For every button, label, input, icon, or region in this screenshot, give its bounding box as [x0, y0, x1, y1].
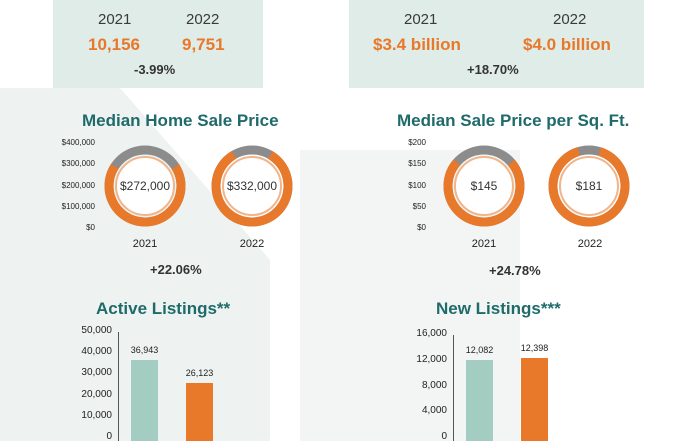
ring-0-0-center	[115, 156, 175, 216]
bar-value-label: 12,398	[520, 343, 549, 354]
new-listings-title: New Listings***	[436, 299, 561, 318]
sqft-price-title: Median Sale Price per Sq. Ft.	[397, 111, 630, 130]
median-price-tick-label: $0	[86, 223, 95, 232]
volume-change: +18.70%	[467, 62, 519, 77]
volume-value-2021: $3.4 billion	[373, 35, 461, 54]
median-price-tick-label: $100,000	[61, 201, 95, 211]
sales-volume-panel	[349, 0, 644, 88]
sqft-price-tick-label: $200	[408, 138, 426, 147]
sqft-price-tick-label: $0	[417, 223, 426, 232]
sqft-ring-label-2021: $145	[470, 179, 498, 193]
ring-year-2022: 2022	[239, 238, 265, 250]
ring-1-1-center	[559, 156, 619, 216]
y-axis-line	[453, 335, 454, 441]
bar-axis-tick-label: 4,000	[421, 405, 447, 417]
bar-axis-tick-label: 10,000	[81, 409, 112, 421]
sqft-price-change: +24.78%	[489, 263, 541, 278]
bar-axis-tick-label: 12,000	[416, 353, 447, 365]
bar-axis-tick-label: 20,000	[81, 388, 112, 400]
home-sales-value-2021: 10,156	[88, 35, 140, 54]
volume-value-2022: $4.0 billion	[523, 35, 611, 54]
ring-0-0-arc	[104, 145, 186, 227]
ring-1-0-arc	[443, 145, 525, 227]
sqft-ring-year-2022: 2022	[577, 238, 603, 250]
ring-year-2021: 2021	[132, 238, 158, 250]
sqft-ring-year-2021: 2021	[471, 238, 497, 250]
bar-axis-tick-label: 0	[441, 431, 447, 442]
sqft-price-tick-label: $50	[412, 201, 426, 211]
home-sales-panel	[53, 0, 263, 88]
sqft-ring-label-2022: $181	[575, 179, 603, 193]
bar-axis-tick-label: 40,000	[81, 346, 112, 358]
bar-axis-tick-label: 50,000	[81, 325, 112, 336]
bar-value-label: 36,943	[130, 344, 159, 355]
bar-0	[131, 359, 158, 441]
volume-year-2022: 2022	[553, 11, 587, 28]
median-price-title: Median Home Sale Price	[82, 111, 279, 130]
bar-axis-tick-label: 0	[106, 431, 112, 442]
home-sales-year-2022: 2022	[186, 11, 220, 28]
median-price-tick-label: $300,000	[61, 159, 95, 169]
bar-value-label: 26,123	[185, 367, 214, 378]
home-sales-year-2021: 2021	[98, 11, 132, 28]
ring-label-2022: $332,000	[226, 179, 278, 193]
active-listings-title: Active Listings**	[96, 299, 231, 318]
bar-value-label: 12,082	[465, 345, 494, 356]
sqft-price-tick-label: $100	[408, 180, 426, 190]
volume-year-2021: 2021	[404, 11, 438, 28]
sqft-price-tick-label: $150	[408, 159, 426, 169]
median-price-tick-label: $400,000	[61, 138, 95, 147]
y-axis-line	[118, 332, 119, 441]
ring-1-0-center	[454, 156, 514, 216]
ring-0-1-center	[222, 156, 282, 216]
median-price-tick-label: $200,000	[61, 180, 95, 190]
bar-1	[521, 358, 548, 441]
ring-1-1-arc	[548, 145, 630, 227]
bar-axis-tick-label: 16,000	[416, 328, 447, 339]
home-sales-value-2022: 9,751	[182, 35, 225, 54]
home-sales-change: -3.99%	[134, 62, 176, 77]
ring-0-1-arc	[211, 145, 293, 227]
median-price-change: +22.06%	[150, 262, 202, 277]
bar-axis-tick-label: 30,000	[81, 367, 112, 379]
bar-axis-tick-label: 8,000	[421, 379, 447, 391]
bar-0	[466, 360, 493, 441]
bar-1	[186, 382, 213, 441]
ring-label-2021: $272,000	[119, 179, 171, 193]
